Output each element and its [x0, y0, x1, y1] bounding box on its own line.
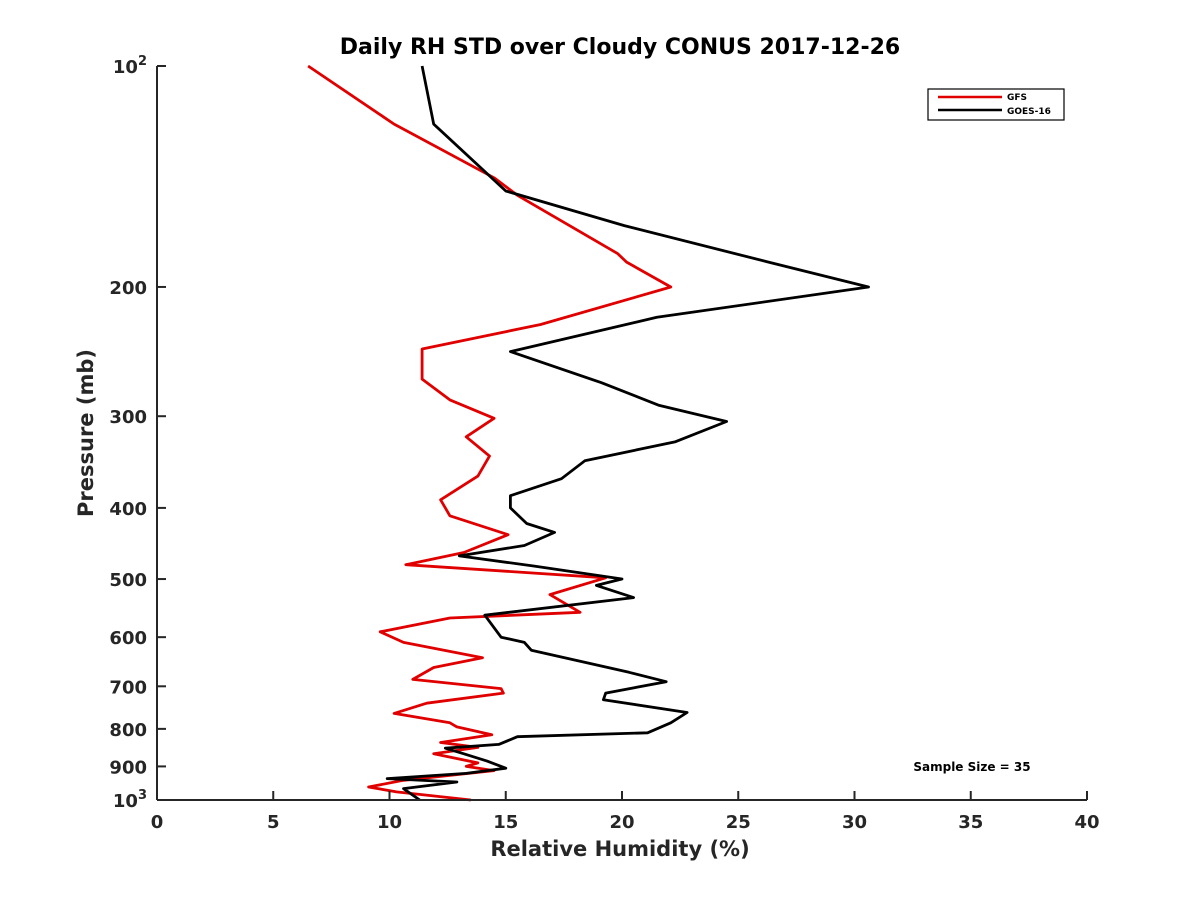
legend-box	[927, 88, 1065, 121]
x-tick-label: 35	[958, 812, 983, 833]
x-tick-label: 20	[609, 812, 634, 833]
y-tick-label: 300	[109, 407, 147, 428]
x-ticks: 0 5 10 15 20 25 30 35 40	[151, 791, 1100, 833]
legend-label-goes16: GOES-16	[1007, 107, 1051, 117]
x-tick-label: 10	[377, 812, 402, 833]
y-tick-label: 400	[109, 499, 147, 520]
legend-label-gfs: GFS	[1007, 93, 1027, 103]
sample-size-annotation: Sample Size = 35	[913, 760, 1030, 774]
y-ticks: 102 200 300 400 500 600 700 800 900 103	[109, 54, 166, 812]
y-tick-label: 900	[109, 757, 147, 778]
x-tick-label: 0	[151, 812, 164, 833]
y-axis-label: Pressure (mb)	[74, 349, 98, 517]
x-tick-label: 15	[493, 812, 518, 833]
y-tick-label: 500	[109, 570, 147, 591]
series-lines	[307, 64, 870, 802]
x-tick-label: 5	[267, 812, 280, 833]
y-tick-label: 102	[113, 54, 147, 78]
legend: GFS GOES-16	[927, 88, 1065, 121]
x-tick-label: 25	[726, 812, 751, 833]
x-axis-label: Relative Humidity (%)	[490, 837, 749, 861]
y-tick-label: 103	[113, 788, 147, 812]
y-tick-label: 700	[109, 677, 147, 698]
y-tick-label: 600	[109, 628, 147, 649]
chart-title: Daily RH STD over Cloudy CONUS 2017-12-2…	[340, 35, 900, 60]
y-tick-label: 200	[109, 278, 147, 299]
y-tick-label: 800	[109, 720, 147, 741]
x-tick-label: 30	[842, 812, 867, 833]
x-tick-label: 40	[1074, 812, 1099, 833]
series-line-goes16	[385, 65, 870, 802]
